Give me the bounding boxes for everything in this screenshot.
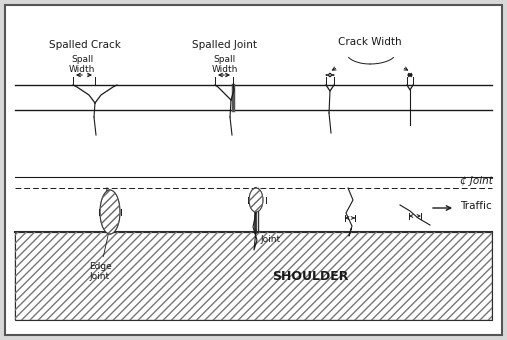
Text: Joint: Joint [260, 235, 280, 244]
Text: Traffic: Traffic [460, 201, 492, 211]
Bar [15, 232, 492, 320]
Text: Crack Width: Crack Width [338, 37, 402, 47]
Text: SHOULDER: SHOULDER [272, 270, 348, 283]
Text: ¢ Joint: ¢ Joint [460, 176, 493, 186]
Ellipse shape [100, 190, 120, 234]
Text: Spall
Width: Spall Width [212, 55, 238, 74]
Text: Spalled Joint: Spalled Joint [192, 40, 257, 50]
Text: Edge
Joint: Edge Joint [89, 234, 112, 282]
Text: Spalled Crack: Spalled Crack [49, 40, 121, 50]
Text: Spall
Width: Spall Width [69, 55, 95, 74]
Bar [15, 232, 492, 320]
FancyBboxPatch shape [5, 5, 502, 335]
Ellipse shape [249, 188, 263, 212]
